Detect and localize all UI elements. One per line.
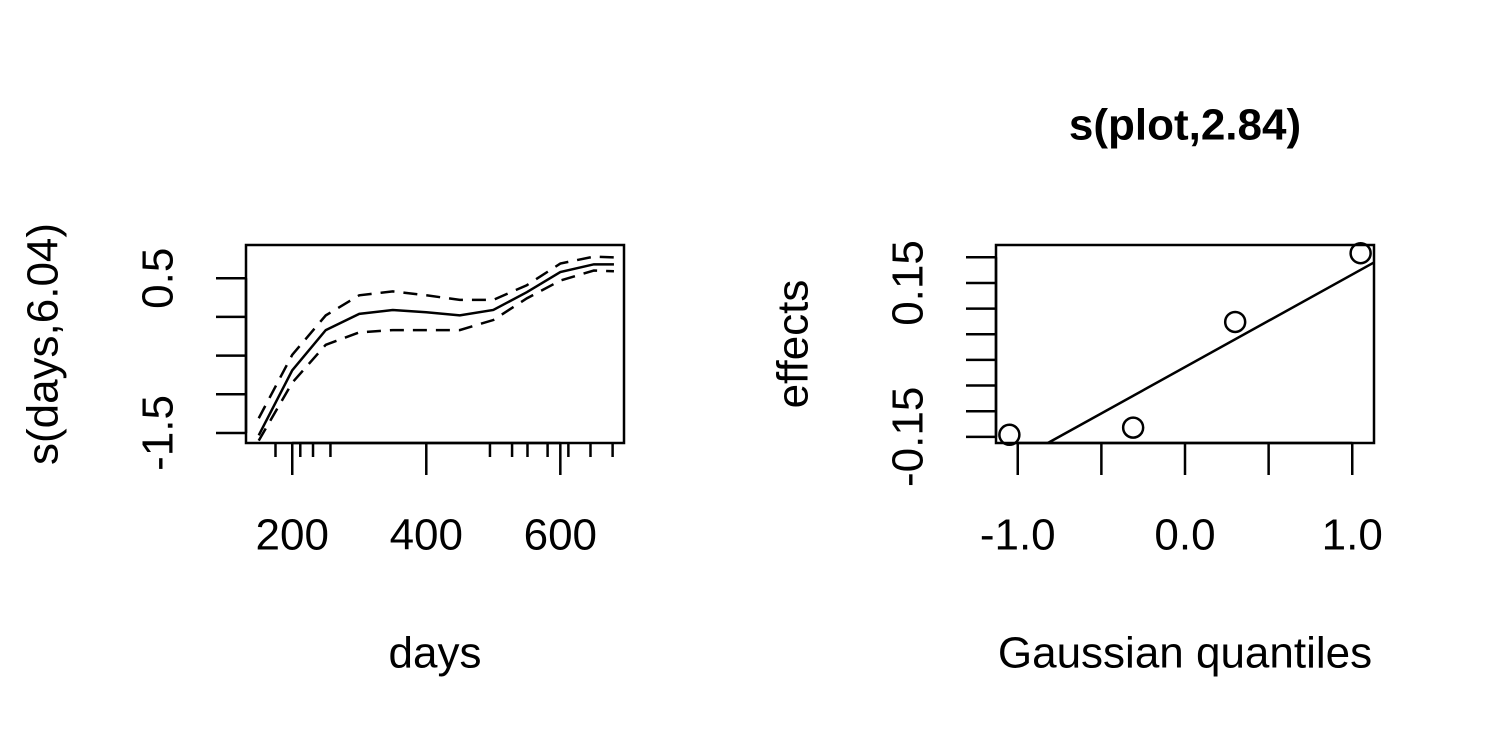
- y-axis-label: s(days,6.04): [19, 223, 68, 465]
- x-tick-label: 600: [524, 511, 597, 560]
- x-tick-label: 400: [390, 511, 463, 560]
- y-tick-label: 0.15: [884, 240, 933, 326]
- point: [1349, 241, 1372, 265]
- x-axis-label: Gaussian quantiles: [998, 629, 1372, 678]
- point: [998, 423, 1021, 447]
- y-axis-label: effects: [769, 280, 818, 409]
- reference-line: [1047, 261, 1375, 445]
- point: [1121, 416, 1145, 439]
- plot-box: [244, 243, 626, 445]
- x-tick-label: -1.0: [980, 511, 1056, 560]
- confidence-band: [257, 255, 614, 419]
- y-tick-label: -1.5: [134, 395, 183, 471]
- smooth-line: [257, 263, 614, 436]
- x-tick-label: 200: [256, 511, 329, 560]
- y-tick-label: -0.15: [884, 387, 933, 487]
- point: [1223, 310, 1247, 334]
- x-tick-label: 1.0: [1322, 511, 1383, 560]
- x-tick-label: 0.0: [1154, 511, 1215, 560]
- chart-title: s(plot,2.84): [1069, 101, 1301, 150]
- y-tick-label: 0.5: [134, 248, 183, 309]
- x-axis-label: days: [389, 629, 482, 678]
- plot-box: [994, 243, 1376, 445]
- confidence-band: [257, 269, 614, 442]
